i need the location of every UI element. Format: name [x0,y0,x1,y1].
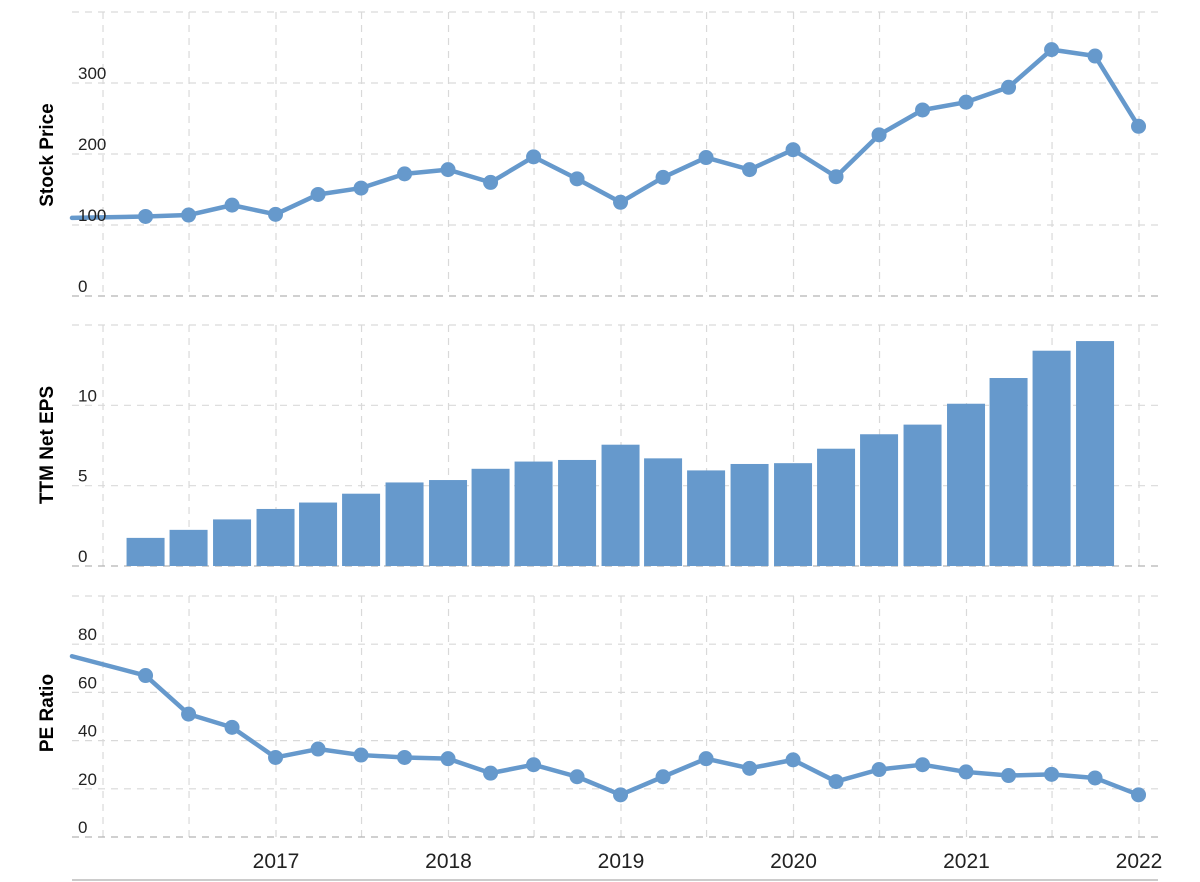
y-tick-label: 0 [78,547,87,566]
ttm-net-eps-axis-title: TTM Net EPS [37,386,58,504]
data-point [483,174,499,190]
eps-bar [429,480,468,566]
data-point [310,186,326,202]
eps-bar [730,463,769,566]
data-point [440,162,456,178]
chart-marks [69,42,1147,803]
x-tick-label: 2022 [1116,850,1163,873]
data-point [397,749,413,765]
data-point [483,765,499,781]
eps-bar [774,463,813,566]
x-tick-label: 2018 [425,850,472,873]
eps-bar [471,468,510,566]
data-point [1087,48,1103,64]
y-tick-label: 10 [78,386,97,405]
x-tick-label: 2021 [943,850,990,873]
eps-bar [947,403,986,566]
stock-price-axis-title: Stock Price [37,103,58,207]
eps-bar [299,502,338,566]
data-point [138,208,154,224]
eps-bar [213,519,252,566]
data-point [138,668,154,684]
y-tick-label: 200 [78,135,106,154]
data-point [224,197,240,213]
data-point [785,142,801,158]
data-point [526,757,542,773]
data-point [526,149,542,165]
eps-bar [860,434,899,566]
eps-bar [558,459,597,566]
y-tick-label: 20 [78,770,97,789]
y-tick-label: 300 [78,64,106,83]
eps-bar [989,378,1028,566]
eps-bar [903,424,942,566]
data-point [268,749,284,765]
x-tick-label: 2020 [770,850,817,873]
data-point [958,94,974,110]
data-point [785,752,801,768]
data-point [742,162,758,178]
x-tick-label: 2017 [253,850,300,873]
eps-bar [126,537,165,566]
pe-ratio-axis-title: PE Ratio [37,674,58,752]
eps-bar [169,529,208,566]
data-point [224,719,240,735]
data-point [1131,118,1147,134]
data-point [310,741,326,757]
data-point [397,166,413,182]
data-point [569,769,585,785]
y-tick-label: 100 [78,206,106,225]
data-point [1087,770,1103,786]
data-point [268,206,284,222]
data-point [958,764,974,780]
y-tick-label: 40 [78,722,97,741]
data-point [440,751,456,767]
data-point [698,150,714,166]
eps-bar [601,444,640,566]
eps-bar [1076,341,1115,566]
y-tick-label: 5 [78,467,87,486]
data-point [1001,768,1017,784]
data-point [353,747,369,763]
data-point [871,762,887,778]
data-point [181,706,197,722]
y-tick-label: 0 [78,277,87,296]
data-point [871,127,887,143]
eps-bar [1032,350,1071,566]
data-point [1001,79,1017,95]
data-point [613,194,629,210]
data-point [569,171,585,187]
y-tick-label: 0 [78,818,87,837]
y-tick-label: 80 [78,625,97,644]
data-point [828,774,844,790]
data-point [1044,42,1060,58]
data-point [353,180,369,196]
eps-bar [687,470,726,566]
eps-bar [817,448,856,566]
data-point [1044,766,1060,782]
series-line [69,47,1141,221]
eps-bar [514,461,553,566]
data-point [915,102,931,118]
eps-bar [644,458,683,566]
eps-bar [385,482,424,566]
data-point [915,757,931,773]
data-point [181,207,197,223]
data-point [655,169,671,185]
data-point [1131,787,1147,803]
data-point [655,769,671,785]
x-tick-label: 2019 [598,850,645,873]
data-point [698,751,714,767]
y-tick-label: 60 [78,673,97,692]
eps-bar [256,508,295,566]
data-point [613,787,629,803]
data-point [828,169,844,185]
eps-bar [342,493,381,566]
data-point [742,760,758,776]
